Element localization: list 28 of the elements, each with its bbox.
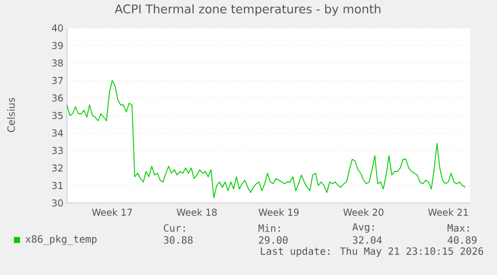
text: Avg:	[352, 223, 374, 233]
x-tick-label: Week 21	[428, 208, 468, 216]
x-tick-label: Week 18	[176, 208, 217, 216]
text: 32.04	[352, 236, 382, 244]
y-tick-label: 31	[52, 182, 63, 190]
y-tick-label: 35	[52, 112, 63, 120]
text: Max:	[448, 224, 469, 232]
y-tick-label: 36	[52, 94, 63, 102]
x-tick-label: Week 19	[258, 208, 299, 216]
y-tick-label: 33	[52, 146, 63, 154]
y-tick-label: 30	[52, 199, 63, 207]
x-tick-label: Week 20	[343, 208, 384, 216]
y-tick-label: 40	[52, 24, 63, 32]
x-tick-label: Week 17	[92, 208, 132, 216]
y-tick-label: 39	[52, 42, 63, 50]
y-axis-title: Celsius	[7, 98, 15, 132]
text: 29.00	[258, 236, 288, 244]
chart-title: ACPI Thermal zone temperatures - by month	[114, 4, 380, 16]
text: 30.88	[164, 236, 193, 244]
text: 40.89	[448, 236, 477, 244]
legend-label: x86_pkg_temp	[26, 235, 97, 245]
text: Min:	[258, 224, 280, 232]
y-tick-label: 34	[52, 129, 63, 137]
text: Last update: Thu May 21 23:10:15 2026	[260, 247, 484, 257]
y-tick-label: 32	[52, 164, 63, 172]
y-tick-label: 38	[52, 59, 63, 67]
text: Cur:	[164, 224, 185, 232]
y-tick-label: 37	[52, 76, 63, 84]
